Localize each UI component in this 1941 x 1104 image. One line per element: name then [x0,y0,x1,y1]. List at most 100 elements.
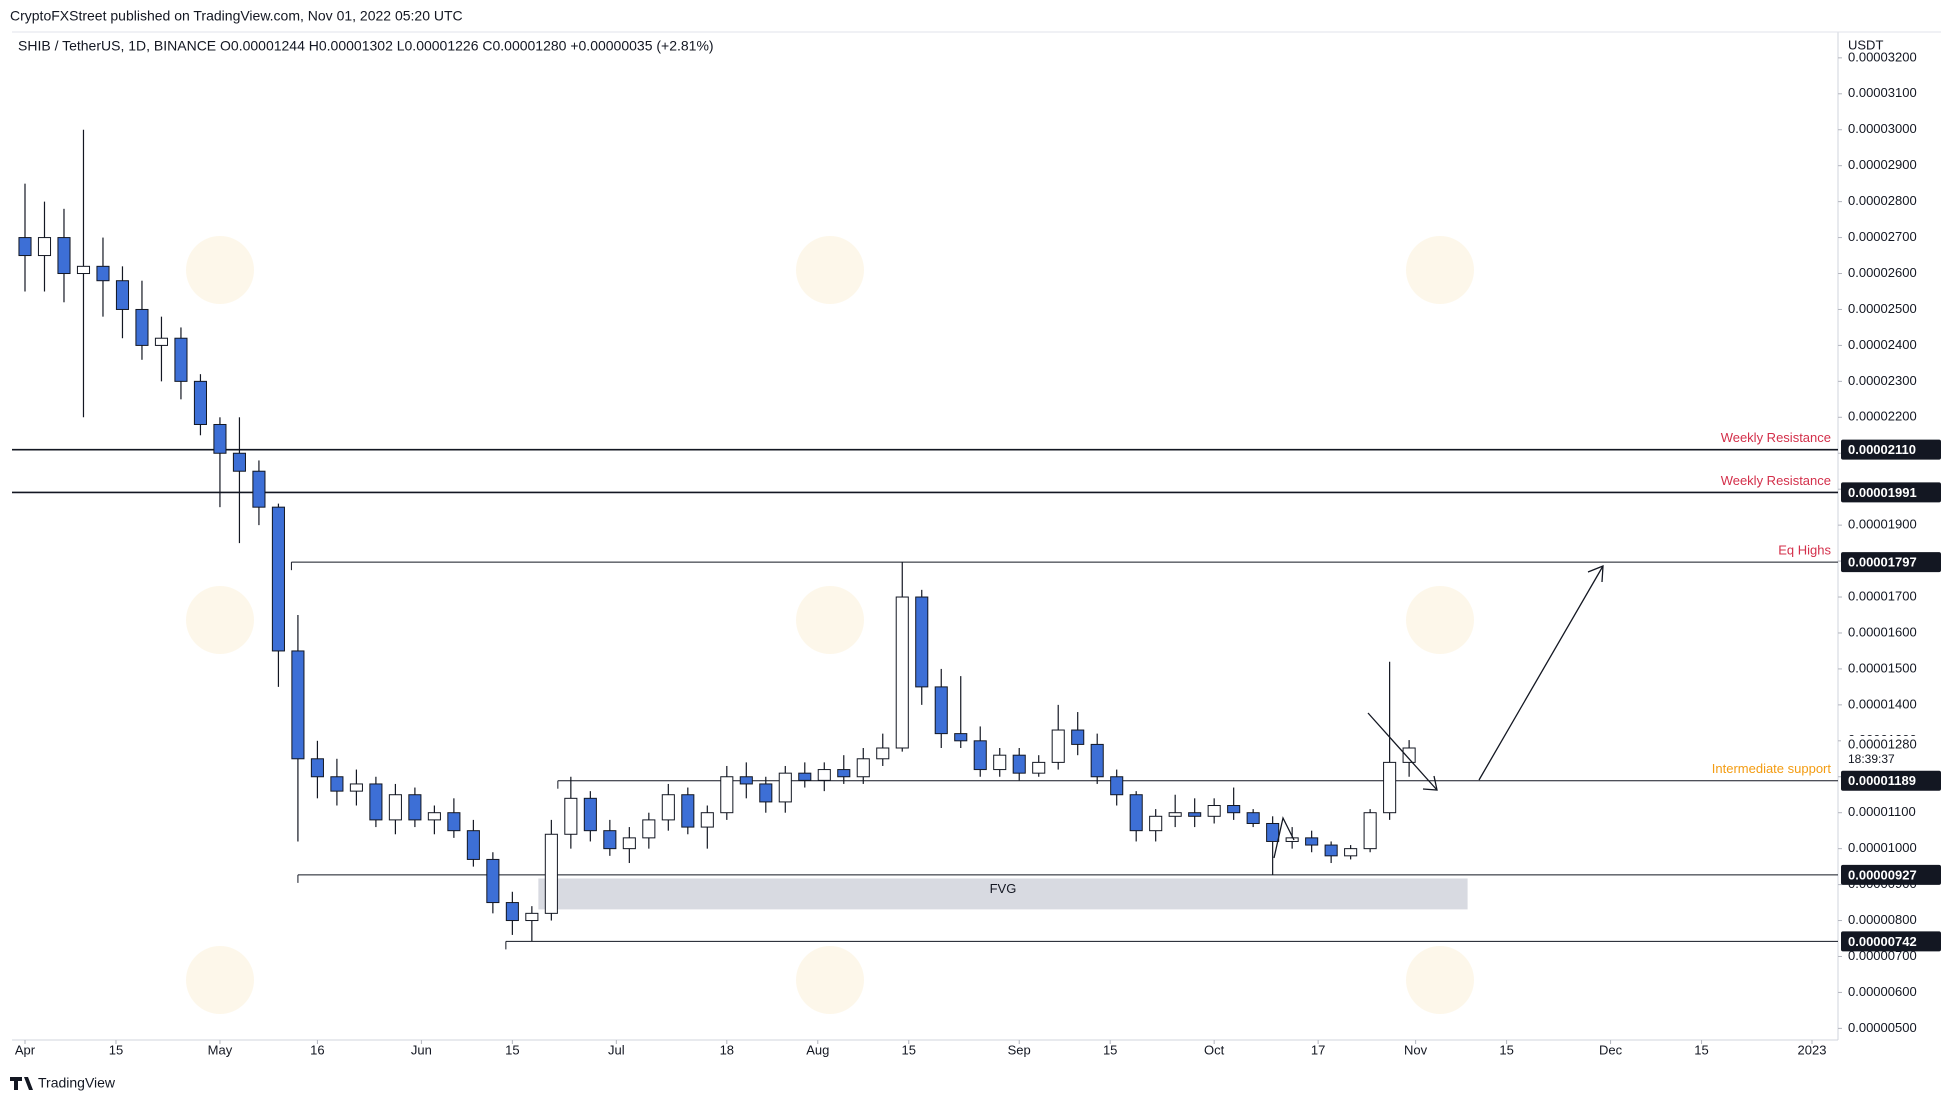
y-tick-label: 0.00000800 [1848,912,1917,927]
candle-body [1149,815,1163,832]
y-tick-label: 0.00002500 [1848,301,1917,316]
candle-body [427,812,441,821]
x-tick-label: 15 [1499,1042,1513,1057]
candle-body [1324,844,1338,857]
y-tick-label: 0.00000700 [1848,948,1917,963]
fvg-zone [538,878,1468,910]
x-tick-label: Sep [1008,1042,1031,1057]
watermark-badge [186,946,254,1014]
candle-body [505,902,519,922]
x-tick-label: Nov [1404,1042,1428,1057]
candle-body [1051,729,1065,763]
y-tick-label: 0.00001900 [1848,517,1917,532]
x-tick-label: 15 [109,1042,123,1057]
candle-body [1071,729,1085,745]
candle-body [603,830,617,850]
drawing-layer: FVG Weekly Resistance Weekly Resistance Eq … [12,129,1838,950]
watermark-badge [796,236,864,304]
candle-body [232,452,246,472]
candle-body [856,758,870,778]
y-tick-label: 0.00000600 [1848,984,1917,999]
sweep-arrow [1273,816,1295,859]
candle-body [681,794,695,828]
y-tick-label: 0.00001000 [1848,840,1917,855]
candle-body [1285,837,1299,842]
candle-body [895,596,909,749]
candle-body [817,769,831,781]
candle-body [583,797,597,832]
watermark-badge [1406,236,1474,304]
candle-body [798,772,812,781]
price-label: 0.00001991 [1848,485,1917,500]
x-tick-label: Oct [1204,1042,1225,1057]
candle-body [1129,794,1143,832]
candle-body [876,747,890,760]
brand-logo: TradingView [10,1075,116,1091]
candle-body [954,733,968,742]
y-tick-label: 0.00002600 [1848,265,1917,280]
x-tick-label: 18 [720,1042,734,1057]
y-tick-label: 0.00002300 [1848,373,1917,388]
x-tick-label: Apr [15,1042,36,1057]
candle-body [700,812,714,828]
y-tick-label: 0.00001500 [1848,660,1917,675]
price-label: 0.00001189 [1848,773,1916,788]
watermark-badge [796,586,864,654]
x-tick-label: 2023 [1798,1042,1827,1057]
publisher-line: CryptoFXStreet published on TradingView.… [10,8,463,24]
y-tick-label: 0.00002900 [1848,157,1917,172]
candle-body [1363,812,1377,850]
x-tick-label: 15 [1103,1042,1117,1057]
x-tick-label: Jul [608,1042,625,1057]
candle-body [837,769,851,778]
candle-body [1032,761,1046,774]
x-tick-label: 17 [1311,1042,1325,1057]
candle-body [1383,761,1397,814]
candle-body [1402,747,1416,763]
candle-body [1012,754,1026,774]
candle-body [349,783,363,792]
fvg-label: FVG [990,881,1017,896]
candle-body [720,776,734,814]
candle-body [193,380,207,425]
price-label-box [1841,439,1941,460]
candle-body [973,740,987,771]
candle-body [1227,805,1241,814]
watermark-layer [186,236,1474,1014]
candle-body [96,265,110,282]
candle-body [564,797,578,835]
candle-body [154,337,169,346]
x-tick-label: 15 [1694,1042,1708,1057]
candle-body [252,470,266,508]
level-note: Weekly Resistance [1721,473,1831,488]
x-tick-label: 15 [902,1042,916,1057]
candle-body [1168,812,1182,817]
candle-body [213,423,227,454]
watermark-badge [186,236,254,304]
y-tick-label: 0.00001700 [1848,588,1917,603]
candle-body [1344,848,1358,857]
y-tick-label: 0.00002400 [1848,337,1917,352]
arrows [1273,565,1604,859]
candle-body [739,776,753,785]
countdown: 18:39:37 [1848,752,1895,766]
y-tick-label: 0.00003200 [1848,49,1917,64]
y-tick-label: 0.00001100 [1848,804,1916,819]
candle-body [759,783,773,803]
y-tick-label: 0.00002800 [1848,193,1917,208]
candle-body [525,912,539,922]
x-tick-label: Dec [1599,1042,1623,1057]
x-tick-label: Jun [411,1042,432,1057]
candle-body [934,686,948,735]
y-tick-label: 0.00002700 [1848,229,1917,244]
candle-body [544,833,558,914]
candle-body [174,337,188,382]
x-tick-label: Aug [806,1042,829,1057]
y-tick-label: 0.00001400 [1848,696,1917,711]
candle-body [1207,805,1221,817]
logo-mark [10,1077,33,1090]
candle-body [115,280,130,310]
level-note: Intermediate support [1712,761,1832,776]
candle-body [1188,812,1202,817]
y-tick-label: 0.00000500 [1848,1020,1917,1035]
